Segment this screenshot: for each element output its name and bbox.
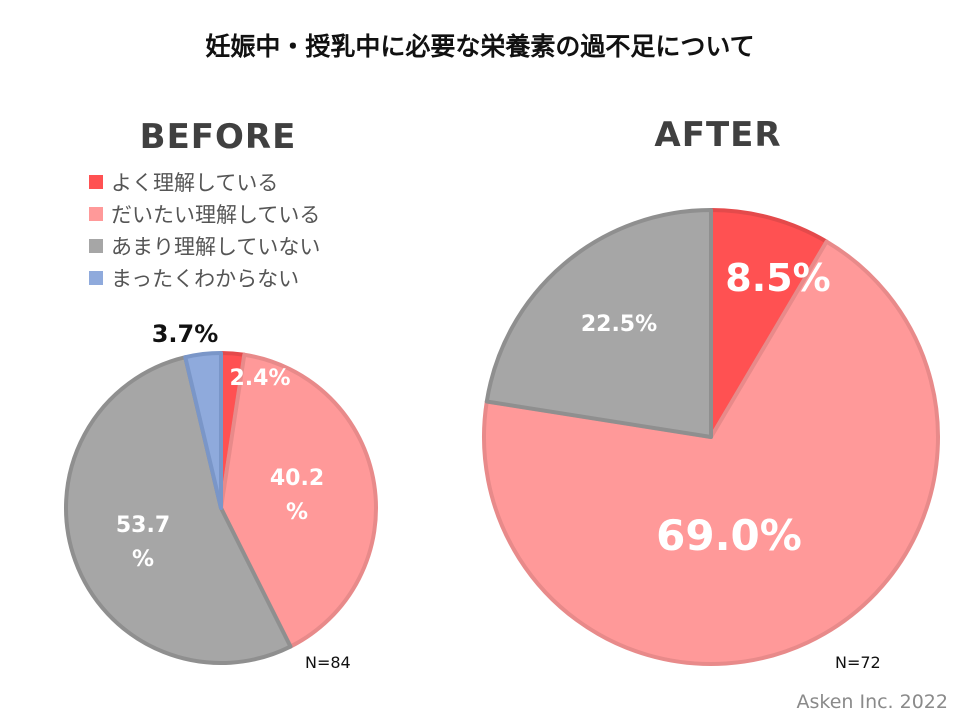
legend-label-1: だいたい理解している xyxy=(111,203,320,227)
legend-swatch-3 xyxy=(89,271,103,285)
after-slice-label-0: 8.5% xyxy=(725,256,830,300)
legend-swatch-2 xyxy=(89,239,103,253)
before-pie: 2.4% 40.2 % 53.7 % 3.7% xyxy=(64,320,378,665)
legend-swatch-1 xyxy=(89,207,103,221)
legend-label-2: あまり理解していない xyxy=(111,235,320,259)
after-pie-title: AFTER xyxy=(654,115,781,155)
credit-text: Asken Inc. 2022 xyxy=(796,691,948,713)
before-slice-label-1: 40.2% xyxy=(270,466,324,525)
before-slice-1 xyxy=(219,352,378,649)
after-slice-1 xyxy=(482,239,940,666)
after-pie: 8.5% 69.0% 22.5% xyxy=(482,208,940,666)
before-pie-title: BEFORE xyxy=(140,117,297,157)
before-n-label: N=84 xyxy=(305,653,351,672)
before-slice-label-3: 3.7% xyxy=(152,320,219,348)
after-slice-0 xyxy=(709,208,829,439)
before-slice-label-2: 53.7% xyxy=(116,513,170,572)
after-slice-label-2: 22.5% xyxy=(581,312,657,337)
before-slice-3 xyxy=(183,351,223,510)
legend-swatch-0 xyxy=(89,175,103,189)
legend-label-0: よく理解している xyxy=(111,171,278,195)
chart-title: 妊娠中・授乳中に必要な栄養素の過不足について xyxy=(205,32,754,61)
after-n-label: N=72 xyxy=(835,653,881,672)
before-slice-label-0: 2.4% xyxy=(229,366,290,391)
after-slice-2 xyxy=(484,208,713,439)
legend-label-3: まったくわからない xyxy=(111,267,299,291)
after-slice-label-1: 69.0% xyxy=(656,511,802,560)
before-slice-2 xyxy=(64,355,293,665)
